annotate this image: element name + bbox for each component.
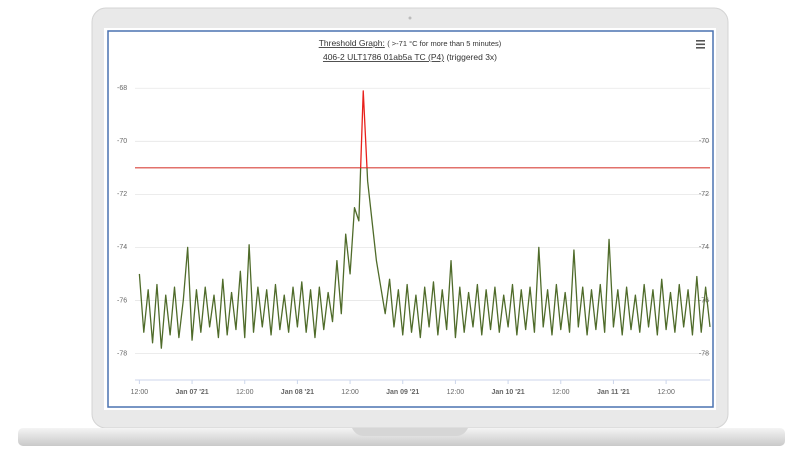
chart-title: Threshold Graph: (319, 38, 385, 48)
x-tick-label: 12:00 (341, 389, 359, 396)
y-tick-label: -78 (117, 350, 127, 357)
camera (408, 16, 412, 20)
chart-title-note: ( >-71 °C for more than 5 minutes) (387, 39, 502, 48)
x-tick-label: 12:00 (447, 389, 465, 396)
y-tick-label: -68 (117, 85, 127, 92)
x-tick-label: 12:00 (552, 389, 570, 396)
y-tick-label: -74 (117, 244, 127, 251)
menu-icon[interactable] (696, 40, 705, 49)
y2-tick-label: -72 (699, 191, 709, 198)
y-tick-label: -70 (117, 138, 127, 145)
y2-tick-label: -78 (699, 350, 709, 357)
x-tick-label: 12:00 (131, 389, 149, 396)
y2-tick-label: -74 (699, 244, 709, 251)
y2-tick-label: -70 (699, 138, 709, 145)
chart-title-group: Threshold Graph: ( >-71 °C for more than… (319, 38, 502, 48)
chart-frame (107, 30, 714, 408)
chart-subtitle-group: 406-2 ULT1786 01ab5a TC (P4) (triggered … (323, 52, 497, 62)
x-tick-label: Jan 11 '21 (597, 389, 630, 396)
laptop-notch (352, 428, 468, 436)
chart-subtitle: 406-2 ULT1786 01ab5a TC (P4) (323, 52, 444, 62)
laptop-base (18, 428, 785, 446)
x-tick-label: Jan 09 '21 (386, 389, 419, 396)
x-tick-label: 12:00 (236, 389, 254, 396)
x-tick-label: Jan 08 '21 (281, 389, 314, 396)
y-tick-label: -72 (117, 191, 127, 198)
x-tick-label: 12:00 (657, 389, 675, 396)
x-tick-label: Jan 10 '21 (491, 389, 524, 396)
series-line (138, 90, 711, 349)
x-tick-label: Jan 07 '21 (175, 389, 208, 396)
chart-subtitle-note: (triggered 3x) (446, 52, 497, 62)
y-tick-label: -76 (117, 297, 127, 304)
